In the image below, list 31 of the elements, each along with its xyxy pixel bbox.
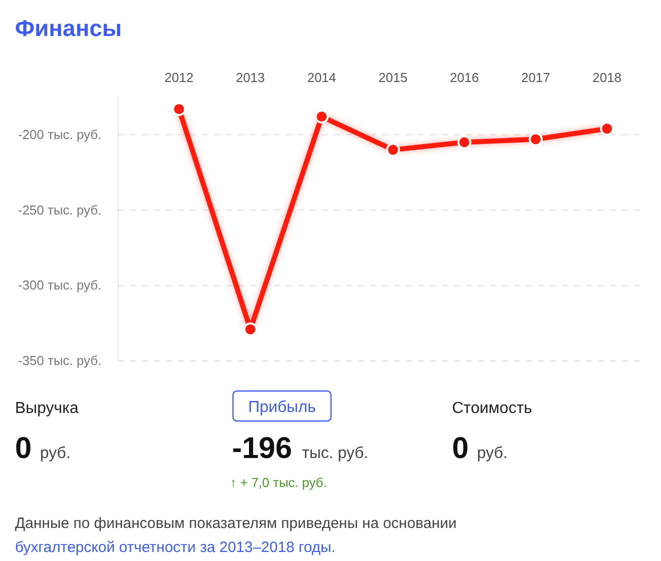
- y-tick-label: -250 тыс. руб.: [18, 202, 102, 218]
- text: руб.: [477, 445, 508, 462]
- point: [314, 110, 329, 124]
- point: [528, 132, 543, 146]
- x-tick-label: 2018: [592, 70, 622, 85]
- text: 0: [452, 432, 469, 465]
- x-tick-label: 2015: [378, 70, 408, 85]
- text: Выручка: [15, 400, 79, 417]
- x-tick-label: 2016: [450, 70, 479, 85]
- y-tick-label: -200 тыс. руб.: [18, 126, 102, 142]
- point: [457, 135, 472, 150]
- y-tick-label: -350 тыс. руб.: [18, 353, 102, 368]
- text: 0: [15, 432, 32, 465]
- point: [600, 122, 614, 136]
- text: Данные по финансовым показателям приведены на основании: [15, 515, 457, 532]
- text: ↑ + 7,0 тыс. руб.: [230, 475, 327, 490]
- point: [386, 142, 400, 157]
- text: руб.: [40, 445, 71, 462]
- point: [172, 102, 186, 116]
- x-tick-label: 2013: [236, 70, 265, 85]
- point: [243, 322, 258, 336]
- y-tick-label: -300 тыс. руб.: [18, 278, 102, 293]
- text: -196: [232, 432, 292, 465]
- x-tick-label: 2012: [164, 70, 194, 85]
- text: Стоимость: [452, 400, 532, 417]
- x-tick-label: 2014: [307, 70, 336, 85]
- text: бухгалтерской отчетности за 2013–2018 годы.: [15, 539, 336, 556]
- text: Прибыль: [248, 399, 316, 416]
- x-tick-label: 2017: [521, 70, 550, 85]
- chart-title: Финансы: [15, 15, 122, 41]
- text: тыс. руб.: [302, 445, 368, 462]
